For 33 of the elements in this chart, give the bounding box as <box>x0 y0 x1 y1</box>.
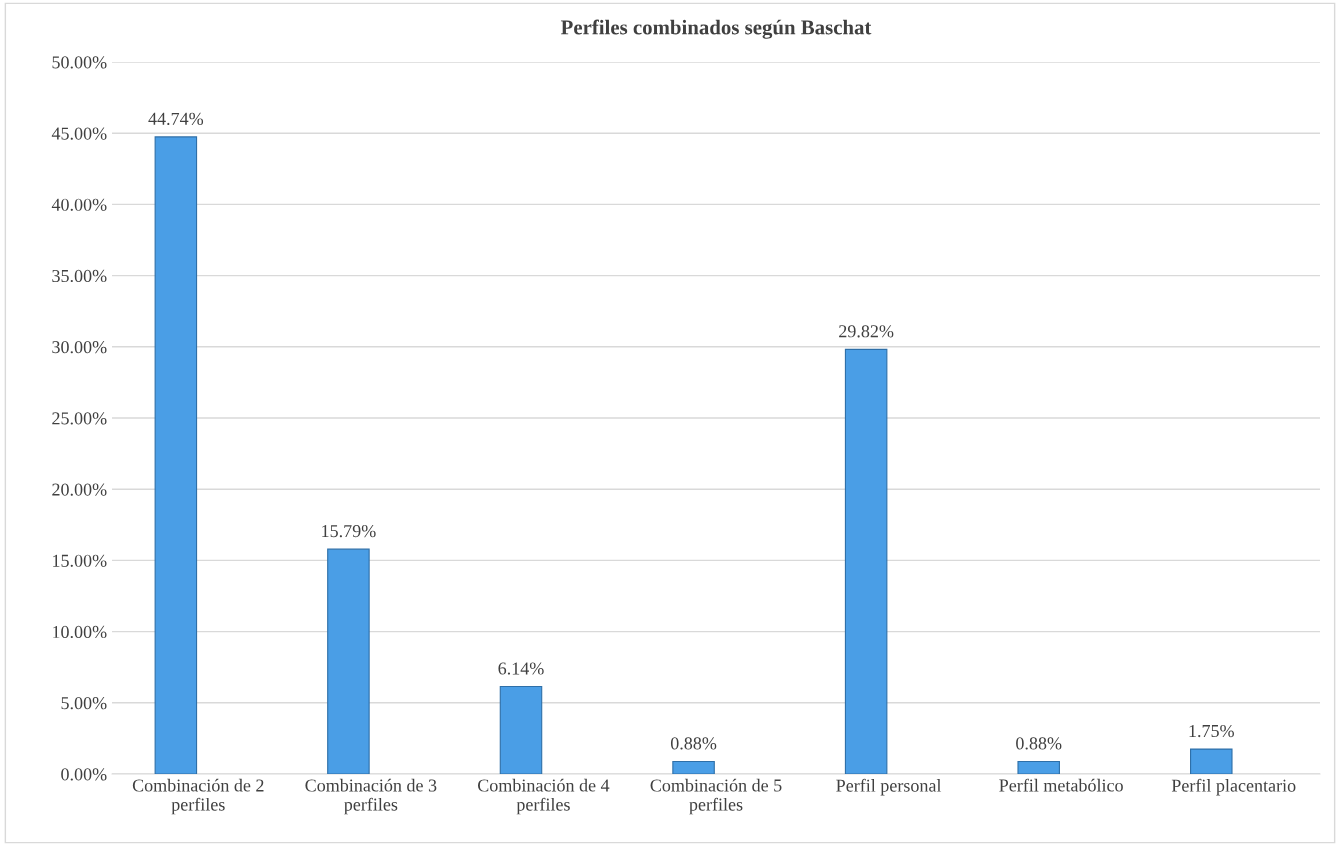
y-tick-label: 25.00% <box>52 412 107 425</box>
y-tick-label: 50.00% <box>52 56 107 69</box>
x-tick-label: Combinación de 5 perfiles <box>650 778 782 815</box>
data-label: 44.74% <box>148 112 204 125</box>
data-label: 0.88% <box>1016 737 1062 750</box>
y-tick-label: 30.00% <box>52 341 107 354</box>
y-tick-label: 35.00% <box>52 269 107 283</box>
x-tick-label: Perfil metabólico <box>999 778 1123 792</box>
bar <box>327 548 370 774</box>
chart-title: Perfiles combinados según Baschat <box>560 19 872 39</box>
data-label: 0.88% <box>670 737 717 750</box>
data-label: 6.14% <box>498 662 544 675</box>
y-tick-label: 45.00% <box>51 127 107 140</box>
x-tick-label: Combinación de 3 perfiles <box>305 778 437 815</box>
y-tick-label: 5.00% <box>61 697 107 710</box>
y-tick-label: 20.00% <box>52 483 107 496</box>
x-tick-label: Perfil placentario <box>1171 778 1296 796</box>
y-tick-label: 15.00% <box>53 554 107 567</box>
x-tick-label: Perfil personal <box>836 778 942 796</box>
x-tick-label: Combinación de 4 perfiles <box>477 778 610 815</box>
bar <box>672 760 715 774</box>
data-label: 1.75% <box>1189 724 1234 738</box>
x-tick-label: Combinación de 2 perfiles <box>132 778 264 815</box>
data-label: 15.79% <box>322 524 376 538</box>
bar <box>1017 760 1060 774</box>
y-tick-label: 40.00% <box>51 198 107 211</box>
data-label: 29.82% <box>839 325 894 338</box>
bar <box>844 348 888 774</box>
bar <box>499 686 543 774</box>
y-tick-label: 0.00% <box>61 768 107 781</box>
bar <box>154 136 198 774</box>
y-tick-label: 10.00% <box>53 625 107 639</box>
bar <box>1190 748 1233 774</box>
